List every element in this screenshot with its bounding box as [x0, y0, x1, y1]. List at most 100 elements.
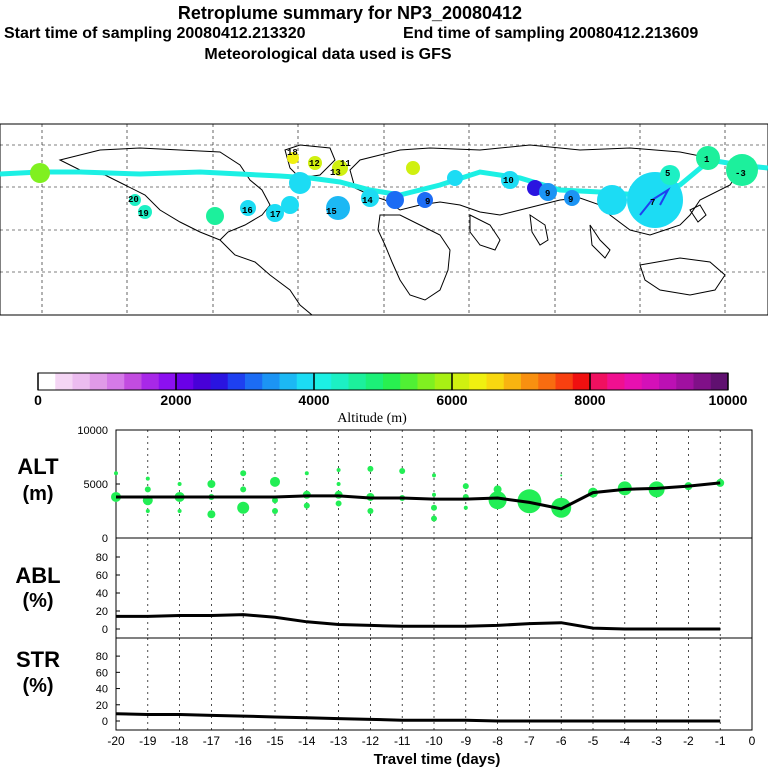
plume-cluster	[240, 200, 256, 216]
y-tick-label: 0	[102, 716, 108, 728]
colorbar-swatch	[141, 373, 160, 390]
y-axis-unit: (%)	[22, 675, 53, 697]
altitude-cluster-point	[367, 465, 374, 472]
cluster-label-9c: 9	[425, 197, 430, 207]
y-tick-label: 0	[102, 533, 108, 545]
altitude-cluster-point	[272, 497, 278, 504]
plume-map: 1 -3 5 7 9 9 9 10 11 12 13 14 15 16 17 1…	[0, 123, 768, 316]
plume-cluster	[332, 160, 348, 176]
cluster-label-20: 20	[128, 195, 139, 205]
colorbar-swatch	[124, 373, 142, 390]
y-tick-label: 40	[96, 684, 108, 696]
altitude-cluster-point	[145, 509, 150, 513]
panel-alt: 0 5000 10000 ALT (m)	[17, 425, 753, 545]
cluster-label-10: 10	[503, 176, 514, 186]
x-tick-label: -3	[651, 734, 662, 748]
plume-cluster	[287, 152, 299, 164]
colorbar-swatch	[521, 373, 539, 390]
altitude-cluster-point	[463, 505, 468, 510]
altitude-cluster-point	[240, 470, 247, 477]
altitude-cluster-point	[114, 471, 118, 476]
x-tick-label: -15	[266, 734, 284, 748]
y-axis-unit: (m)	[22, 483, 53, 505]
colorbar-swatch	[641, 373, 660, 390]
x-tick-label: -18	[171, 734, 189, 748]
plume-cluster	[406, 161, 420, 175]
colorbar-swatch	[503, 373, 522, 390]
cluster-label-5: 5	[665, 169, 670, 179]
plume-cluster	[289, 172, 311, 194]
colorbar-tick-label: 10000	[709, 392, 748, 408]
altitude-cluster-point	[399, 468, 406, 475]
altitude-cluster-point	[336, 482, 341, 486]
colorbar-swatch	[400, 373, 418, 390]
x-tick-label: -9	[460, 734, 471, 748]
y-axis-label: ABL	[15, 563, 60, 588]
colorbar-swatch	[624, 373, 643, 390]
plume-cluster	[138, 205, 152, 219]
colorbar-swatch	[693, 373, 712, 390]
x-tick-label: -1	[715, 734, 726, 748]
mean-altitude-line	[116, 481, 721, 511]
start-time-label: Start time of sampling 20080412.213320	[4, 25, 306, 42]
altitude-cluster-point	[431, 515, 437, 522]
x-tick-label: -10	[425, 734, 443, 748]
plume-cluster	[417, 192, 433, 208]
time-series-panels: 0500010000ALT(m)020406080ABL(%)020406080…	[15, 425, 755, 768]
plume-cluster	[447, 170, 463, 186]
plume-cluster	[564, 190, 580, 206]
x-axis-label: Travel time (days)	[374, 751, 501, 768]
plume-cluster	[30, 163, 50, 183]
cluster-label-15: 15	[326, 207, 337, 217]
x-tick-label: -13	[330, 734, 348, 748]
y-tick-label: 10000	[77, 425, 108, 437]
x-tick-label: -7	[524, 734, 535, 748]
cluster-label-12: 12	[309, 159, 320, 169]
x-tick-label: -12	[362, 734, 380, 748]
colorbar-swatch	[710, 373, 729, 390]
y-tick-label: 60	[96, 667, 108, 679]
colorbar-swatch	[365, 373, 384, 390]
cluster-label-14: 14	[362, 196, 373, 206]
colorbar-tick-label: 2000	[160, 392, 191, 408]
altitude-cluster-point	[303, 502, 310, 509]
cluster-label-9a: 9	[545, 189, 550, 199]
colorbar-swatch	[452, 373, 470, 390]
met-data-label: Meteorological data used is GFS	[204, 46, 452, 63]
cluster-label-11: 11	[340, 159, 351, 169]
map-labels: 1 -3 5 7 9 9 9 10 11 12 13 14 15 16 17 1…	[128, 148, 746, 220]
colorbar-swatch	[55, 373, 73, 390]
altitude-cluster-point	[493, 485, 502, 494]
colorbar-swatch	[245, 373, 263, 390]
cluster-label-13: 13	[330, 168, 341, 178]
altitude-cluster-point	[207, 510, 216, 519]
altitude-cluster-point	[272, 508, 278, 514]
colorbar-swatch	[38, 373, 56, 390]
colorbar-swatch	[676, 373, 694, 390]
y-tick-label: 60	[96, 570, 108, 582]
colorbar-swatch	[572, 373, 591, 390]
y-tick-label: 40	[96, 588, 108, 600]
colorbar-swatch	[659, 373, 677, 390]
colorbar-swatch	[434, 373, 453, 390]
colorbar-swatch	[469, 373, 487, 390]
y-tick-label: 5000	[84, 479, 108, 491]
panel-str: 0 20 40 60 80 STR (%)	[16, 637, 753, 731]
x-tick-label: -19	[139, 734, 157, 748]
plume-core	[639, 187, 671, 216]
altitude-cluster-point	[145, 476, 150, 481]
colorbar-swatch	[210, 373, 229, 390]
x-tick-label: -6	[556, 734, 567, 748]
y-tick-label: 80	[96, 651, 108, 663]
abl-line	[116, 613, 721, 631]
panel-abl: 0 20 40 60 80 ABL(%)	[15, 537, 753, 639]
colorbar-tick-label: 0	[34, 392, 42, 408]
colorbar-swatch	[486, 373, 505, 390]
plume-cluster	[361, 189, 379, 207]
y-axis-label: STR	[16, 647, 60, 672]
colorbar-swatch	[107, 373, 125, 390]
end-time-label: End time of sampling 20080412.213609	[403, 25, 699, 42]
altitude-cluster-point	[270, 476, 280, 487]
x-tick-label: -14	[298, 734, 316, 748]
altitude-cluster-point	[177, 509, 182, 513]
